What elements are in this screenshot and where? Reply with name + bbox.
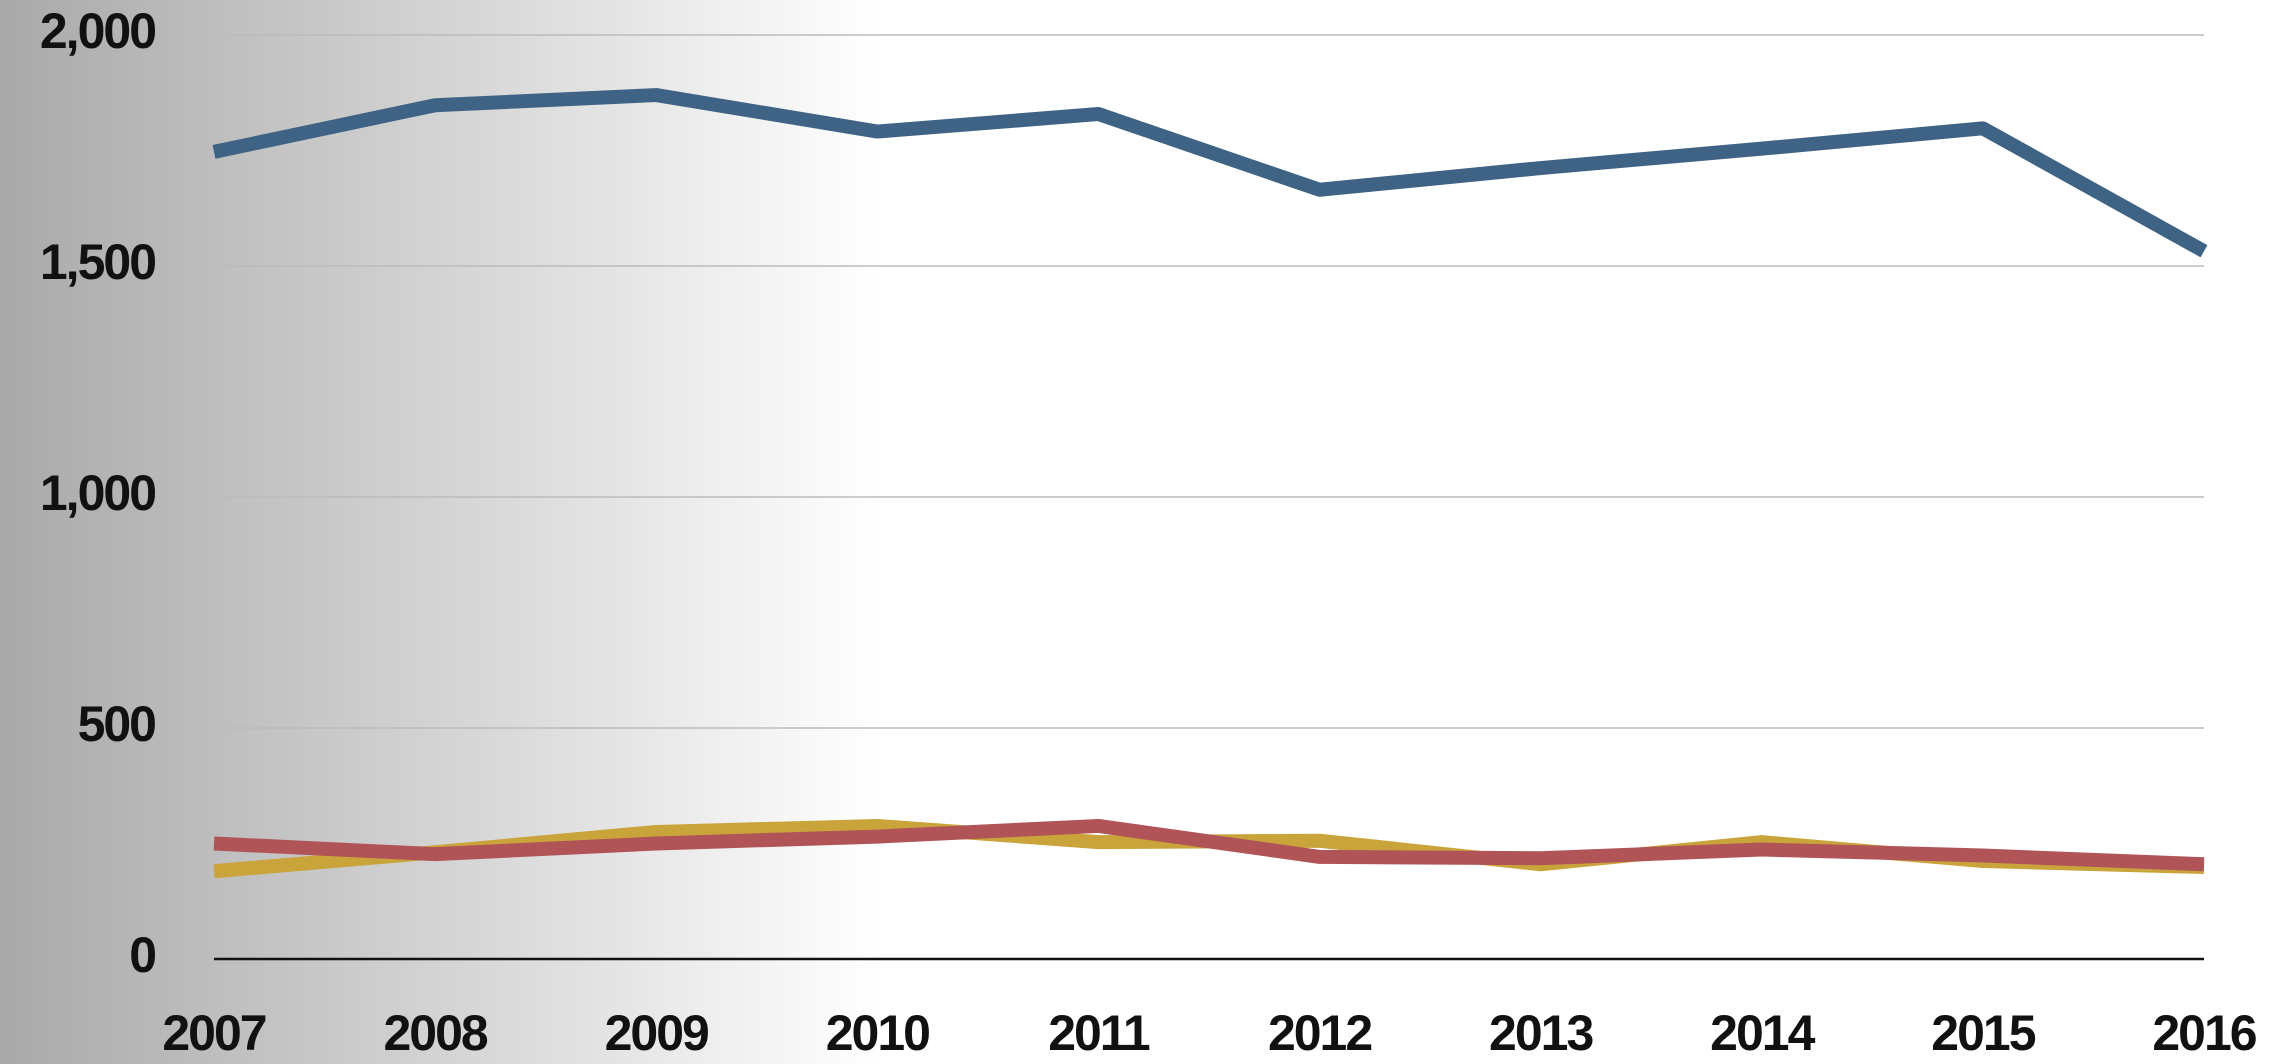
y-tick-label: 500 (78, 696, 156, 752)
series-line (212, 88, 2208, 258)
x-tick-label: 2012 (1268, 1005, 1371, 1061)
x-tick-label: 2009 (605, 1005, 708, 1061)
y-tick-label: 0 (129, 927, 155, 983)
y-tick-label: 2,000 (40, 3, 155, 59)
x-tick-label: 2008 (383, 1005, 487, 1061)
x-tick-label: 2015 (1931, 1005, 2035, 1061)
series-line (213, 818, 2205, 872)
y-tick-label: 1,000 (40, 465, 155, 521)
x-tick-label: 2013 (1489, 1005, 1592, 1061)
x-tick-label: 2014 (1710, 1005, 1815, 1061)
x-tick-label: 2007 (162, 1005, 265, 1061)
x-tick-label: 2016 (2152, 1005, 2255, 1061)
background-photo (0, 0, 880, 1064)
x-tick-label: 2011 (1048, 1005, 1150, 1061)
y-tick-label: 1,500 (40, 234, 155, 290)
x-tick-label: 2010 (826, 1005, 929, 1061)
